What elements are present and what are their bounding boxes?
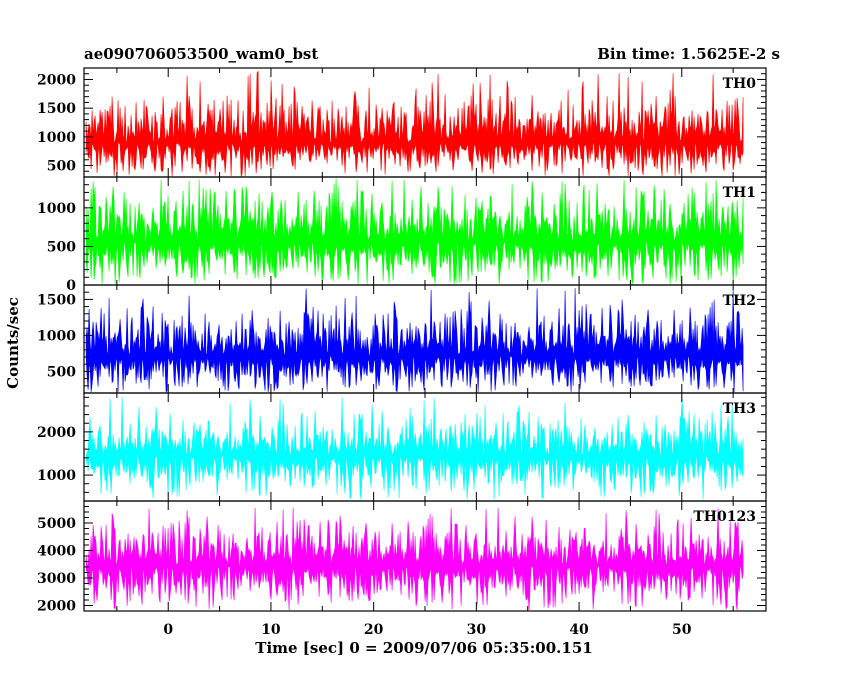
xtick-label: 20 — [364, 622, 384, 638]
panel-th2-ytick-label: 1000 — [37, 328, 76, 344]
panel-th0123-label: TH0123 — [693, 509, 756, 525]
panel-th0-label: TH0 — [723, 76, 757, 92]
xtick-label: 10 — [261, 622, 281, 638]
panel-th3-label: TH3 — [723, 401, 756, 417]
chart-title-right: Bin time: 1.5625E-2 s — [597, 45, 780, 63]
panel-th1-ytick-label: 500 — [47, 239, 76, 255]
panel-th0-ytick-label: 1500 — [37, 101, 76, 117]
xtick-label: 50 — [672, 622, 692, 638]
panel-th1-label: TH1 — [723, 185, 756, 201]
xtick-label: 40 — [569, 622, 589, 638]
series-th2-light-curve — [85, 288, 744, 393]
panel-th3-ytick-label: 2000 — [37, 425, 76, 441]
panel-th2-label: TH2 — [723, 293, 756, 309]
panels-group: TH0500100015002000TH105001000TH250010001… — [37, 67, 767, 638]
panel-th0123-ytick-label: 2000 — [37, 599, 76, 615]
panel-th2-ytick-label: 500 — [47, 364, 76, 380]
xtick-label: 30 — [467, 622, 487, 638]
panel-th2-ytick-label: 1500 — [37, 292, 76, 308]
series-th0123-light-curve — [85, 507, 744, 611]
panel-th0-ytick-label: 2000 — [37, 72, 76, 88]
series-th1-light-curve — [85, 178, 744, 285]
panel-th0123-ytick-label: 3000 — [37, 571, 76, 587]
panel-th0123-ytick-label: 4000 — [37, 544, 76, 560]
panel-th0-ytick-label: 500 — [47, 159, 76, 175]
series-th3-light-curve — [85, 396, 744, 500]
panel-th3-ytick-label: 1000 — [37, 468, 76, 484]
panel-th0123-ytick-label: 5000 — [37, 516, 76, 532]
panel-th0-ytick-label: 1000 — [37, 130, 76, 146]
chart-title-left: ae090706053500_wam0_bst — [84, 45, 318, 63]
series-th0-light-curve — [85, 70, 744, 178]
xtick-label: 0 — [163, 622, 173, 638]
panel-th1-ytick-label: 0 — [66, 278, 76, 294]
y-axis-label: Counts/sec — [4, 297, 22, 389]
x-axis-label: Time [sec] 0 = 2009/07/06 05:35:00.151 — [255, 639, 592, 657]
panel-th1-ytick-label: 1000 — [37, 201, 76, 217]
